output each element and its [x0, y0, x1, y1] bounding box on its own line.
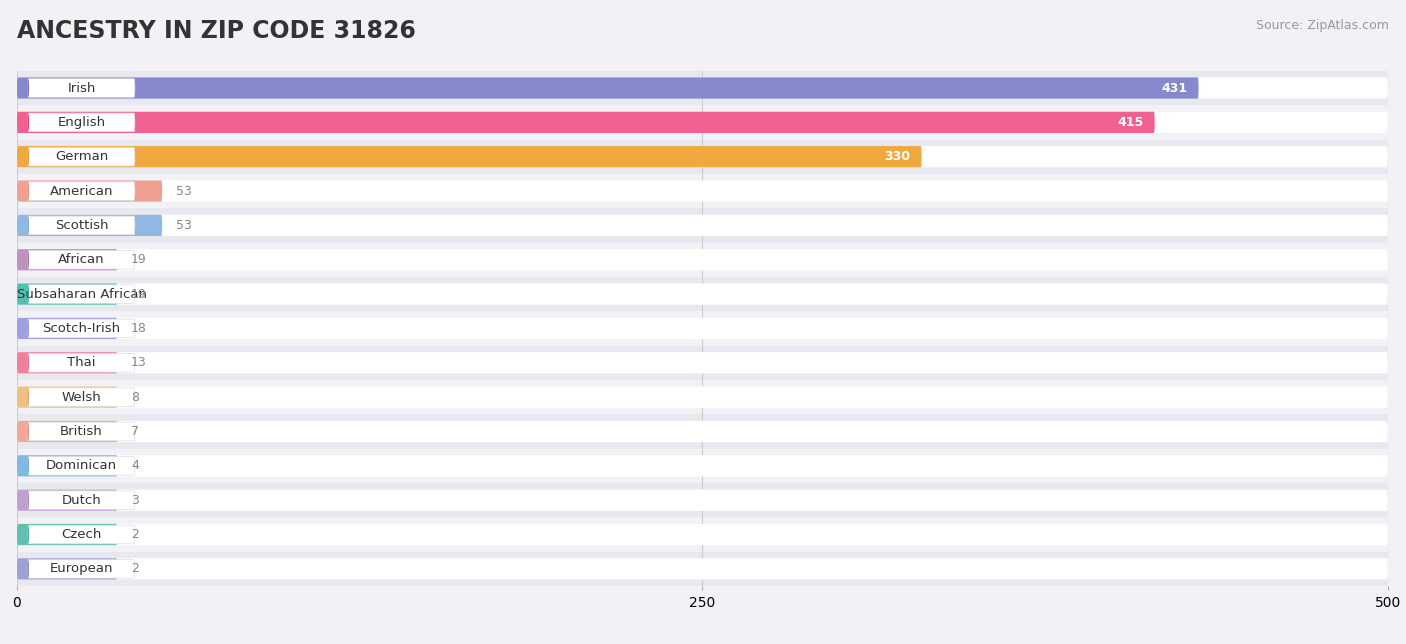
Bar [17, 311, 1388, 346]
Text: Irish: Irish [67, 82, 96, 95]
Text: 7: 7 [131, 425, 139, 438]
FancyBboxPatch shape [17, 455, 117, 477]
Bar [17, 174, 1388, 208]
Bar [17, 380, 1388, 414]
Bar [17, 243, 1388, 277]
FancyBboxPatch shape [17, 352, 1388, 374]
Text: 415: 415 [1118, 116, 1143, 129]
FancyBboxPatch shape [17, 146, 922, 167]
FancyBboxPatch shape [17, 111, 1388, 133]
FancyBboxPatch shape [17, 421, 1388, 442]
FancyBboxPatch shape [17, 489, 1388, 511]
FancyBboxPatch shape [17, 317, 1388, 339]
Bar [17, 517, 1388, 552]
FancyBboxPatch shape [28, 147, 135, 166]
FancyBboxPatch shape [17, 352, 117, 374]
Text: Thai: Thai [67, 356, 96, 369]
FancyBboxPatch shape [17, 489, 117, 511]
FancyBboxPatch shape [28, 319, 135, 337]
FancyBboxPatch shape [28, 354, 135, 372]
FancyBboxPatch shape [28, 388, 135, 406]
Text: European: European [49, 562, 114, 575]
FancyBboxPatch shape [17, 558, 117, 580]
FancyBboxPatch shape [17, 77, 1388, 99]
Text: Scotch-Irish: Scotch-Irish [42, 322, 121, 335]
Bar [17, 208, 1388, 243]
FancyBboxPatch shape [17, 283, 117, 305]
Text: Scottish: Scottish [55, 219, 108, 232]
FancyBboxPatch shape [17, 317, 117, 339]
Text: African: African [58, 253, 105, 266]
FancyBboxPatch shape [28, 560, 135, 578]
Text: Czech: Czech [62, 528, 101, 541]
FancyBboxPatch shape [28, 422, 135, 440]
Text: English: English [58, 116, 105, 129]
Text: 4: 4 [131, 459, 139, 472]
FancyBboxPatch shape [28, 216, 135, 234]
Bar [17, 277, 1388, 311]
FancyBboxPatch shape [17, 283, 1388, 305]
FancyBboxPatch shape [17, 421, 117, 442]
Text: Subsaharan African: Subsaharan African [17, 288, 146, 301]
Text: ANCESTRY IN ZIP CODE 31826: ANCESTRY IN ZIP CODE 31826 [17, 19, 416, 43]
Bar [17, 414, 1388, 449]
FancyBboxPatch shape [17, 214, 1388, 236]
FancyBboxPatch shape [17, 180, 1388, 202]
Text: 2: 2 [131, 528, 139, 541]
FancyBboxPatch shape [28, 113, 135, 131]
Text: Source: ZipAtlas.com: Source: ZipAtlas.com [1256, 19, 1389, 32]
FancyBboxPatch shape [17, 146, 1388, 167]
FancyBboxPatch shape [28, 457, 135, 475]
FancyBboxPatch shape [28, 79, 135, 97]
Bar [17, 105, 1388, 140]
FancyBboxPatch shape [17, 249, 1388, 270]
Text: 18: 18 [131, 322, 146, 335]
FancyBboxPatch shape [17, 249, 117, 270]
Text: 2: 2 [131, 562, 139, 575]
Text: 3: 3 [131, 494, 139, 507]
Text: 330: 330 [884, 150, 911, 163]
Text: 13: 13 [131, 356, 146, 369]
FancyBboxPatch shape [17, 524, 1388, 545]
Text: 19: 19 [131, 253, 146, 266]
Bar [17, 346, 1388, 380]
Bar [17, 483, 1388, 517]
Text: 19: 19 [131, 288, 146, 301]
Bar [17, 71, 1388, 105]
Text: 53: 53 [176, 185, 191, 198]
Text: German: German [55, 150, 108, 163]
Text: Welsh: Welsh [62, 391, 101, 404]
FancyBboxPatch shape [28, 526, 135, 544]
FancyBboxPatch shape [17, 386, 1388, 408]
Bar [17, 140, 1388, 174]
FancyBboxPatch shape [28, 251, 135, 269]
FancyBboxPatch shape [28, 182, 135, 200]
FancyBboxPatch shape [17, 558, 1388, 580]
FancyBboxPatch shape [17, 524, 117, 545]
FancyBboxPatch shape [17, 214, 162, 236]
Text: British: British [60, 425, 103, 438]
Text: Dominican: Dominican [46, 459, 117, 472]
Bar [17, 449, 1388, 483]
Text: 431: 431 [1161, 82, 1188, 95]
Text: 8: 8 [131, 391, 139, 404]
FancyBboxPatch shape [28, 285, 135, 303]
Text: American: American [49, 185, 114, 198]
FancyBboxPatch shape [17, 77, 1198, 99]
Text: 53: 53 [176, 219, 191, 232]
FancyBboxPatch shape [17, 386, 117, 408]
Bar [17, 552, 1388, 586]
FancyBboxPatch shape [17, 111, 1154, 133]
Text: Dutch: Dutch [62, 494, 101, 507]
FancyBboxPatch shape [17, 455, 1388, 477]
FancyBboxPatch shape [28, 491, 135, 509]
FancyBboxPatch shape [17, 180, 162, 202]
